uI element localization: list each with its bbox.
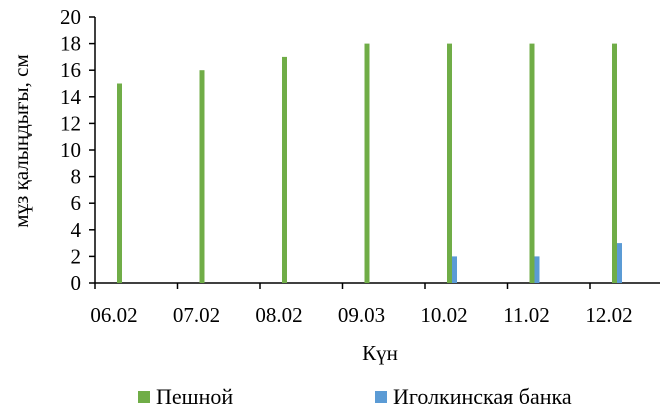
y-tick-label: 2 bbox=[71, 244, 82, 268]
bar-igolkinskaya-banka bbox=[534, 256, 540, 283]
y-tick-label: 12 bbox=[60, 111, 81, 135]
y-tick-label: 18 bbox=[60, 32, 81, 56]
x-tick-label: 12.02 bbox=[585, 303, 632, 327]
y-tick-label: 4 bbox=[71, 218, 82, 242]
bar-peshnoy bbox=[447, 43, 452, 283]
y-tick-label: 0 bbox=[71, 271, 82, 295]
y-tick-label: 14 bbox=[60, 85, 82, 109]
legend-label-peshnoy: Пешной bbox=[156, 384, 233, 409]
legend-swatch-igolkinskaya-banka bbox=[375, 391, 387, 403]
bar-peshnoy bbox=[117, 83, 122, 283]
bars bbox=[117, 43, 622, 284]
legend-label-igolkinskaya-banka: Иголкинская банка bbox=[393, 384, 572, 409]
x-tick-label: 07.02 bbox=[173, 303, 220, 327]
x-axis-title: Күн bbox=[362, 341, 398, 365]
x-tick-label: 08.02 bbox=[255, 303, 302, 327]
bar-peshnoy bbox=[364, 43, 370, 283]
legend: Пешной Иголкинская банка bbox=[138, 384, 572, 409]
bar-igolkinskaya-banka bbox=[452, 256, 457, 283]
x-tick-label: 09.03 bbox=[338, 303, 385, 327]
bar-peshnoy bbox=[282, 56, 287, 284]
y-tick-label: 6 bbox=[71, 191, 82, 215]
bar-peshnoy bbox=[199, 70, 205, 283]
legend-swatch-peshnoy bbox=[138, 391, 150, 403]
y-tick-label: 10 bbox=[60, 138, 81, 162]
x-ticks: 06.02 07.02 08.02 09.03 10.02 11.02 12.02 bbox=[90, 283, 633, 327]
y-axis-title: мұз қалыңдығы, см bbox=[9, 54, 33, 228]
bar-igolkinskaya-banka bbox=[617, 243, 622, 283]
y-tick-label: 16 bbox=[60, 58, 81, 82]
bar-peshnoy bbox=[529, 43, 535, 283]
bar-peshnoy bbox=[612, 43, 617, 283]
x-tick-label: 06.02 bbox=[90, 303, 137, 327]
x-tick-label: 11.02 bbox=[503, 303, 549, 327]
y-tick-label: 20 bbox=[60, 5, 81, 29]
x-tick-label: 10.02 bbox=[420, 303, 467, 327]
y-tick-label: 8 bbox=[71, 165, 82, 189]
